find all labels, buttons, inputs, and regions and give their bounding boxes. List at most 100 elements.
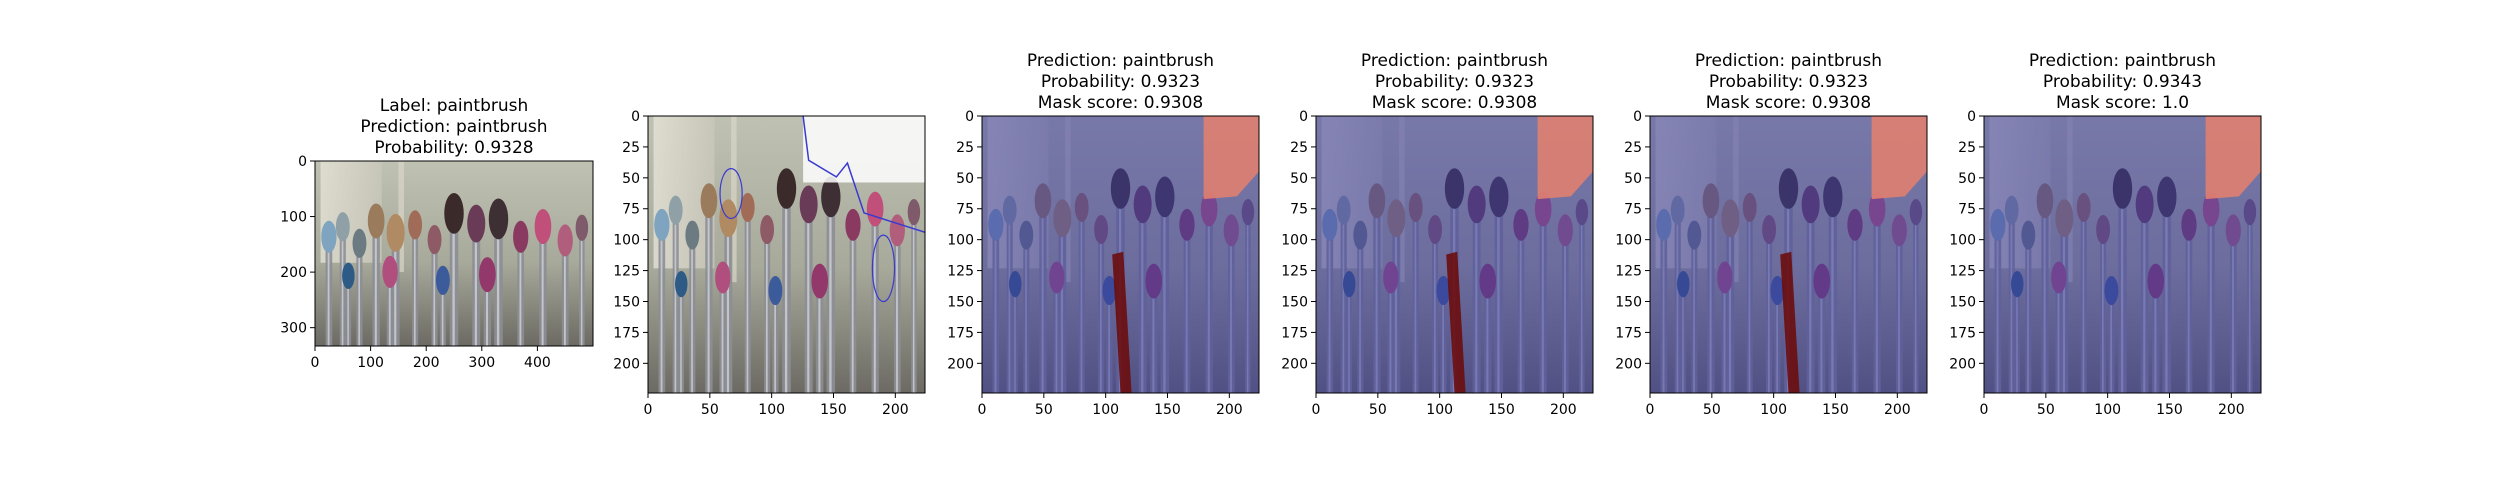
y-tick-label: 25 [1290, 140, 1308, 156]
y-tick-label: 150 [1281, 294, 1308, 310]
y-tick-label: 50 [1958, 171, 1976, 187]
x-tick-label: 200 [882, 402, 909, 418]
mask-highlight [1537, 116, 1593, 200]
y-tick-label: 125 [1281, 264, 1308, 280]
y-tick-label: 50 [1624, 171, 1642, 187]
paintbrush-image [1316, 116, 1593, 393]
x-tick-label: 150 [1488, 402, 1515, 418]
panel-title-line: Prediction: paintbrush [1027, 51, 1214, 71]
mask-highlight [1871, 116, 1927, 200]
panel-title-line: Probability: 0.9328 [374, 138, 533, 158]
panel-title-line: Probability: 0.9323 [1375, 72, 1534, 92]
mask-outline [802, 116, 925, 234]
y-tick-label: 150 [1615, 294, 1642, 310]
paintbrush-image [315, 161, 593, 346]
x-tick-label: 150 [2156, 402, 2183, 418]
y-tick-label: 25 [956, 140, 974, 156]
y-tick-label: 0 [1299, 109, 1308, 125]
x-tick-label: 150 [820, 402, 847, 418]
panel-5: 0 50 100 150 200 0 25 50 75 100 125 150 175 200 Predic… [1615, 51, 1928, 418]
y-tick-label: 100 [613, 233, 640, 249]
mask-highlight [1203, 116, 1259, 200]
y-tick-label: 0 [631, 109, 640, 125]
x-tick-label: 200 [1216, 402, 1243, 418]
y-tick-label: 75 [622, 202, 640, 218]
y-tick-label: 0 [298, 154, 307, 170]
paintbrush-image [1650, 116, 1927, 393]
panel-title-line: Mask score: 0.9308 [1372, 93, 1537, 113]
y-tick-label: 300 [280, 321, 307, 337]
y-tick-label: 50 [622, 171, 640, 187]
x-tick-label: 0 [644, 402, 653, 418]
y-tick-label: 25 [1958, 140, 1976, 156]
y-tick-label: 75 [1290, 202, 1308, 218]
panel-2: 0 50 100 150 200 0 25 50 75 100 125 150 175 200 [613, 109, 926, 418]
panel-title-line: Mask score: 1.0 [2056, 93, 2189, 113]
y-tick-label: 0 [965, 109, 974, 125]
panel-6: 0 50 100 150 200 0 25 50 75 100 125 150 175 200 Predic… [1949, 51, 2262, 418]
y-tick-label: 100 [280, 210, 307, 226]
x-tick-label: 150 [1822, 402, 1849, 418]
y-tick-label: 100 [1615, 233, 1642, 249]
paintbrush-image [982, 116, 1259, 393]
x-tick-label: 50 [1035, 402, 1053, 418]
y-tick-label: 175 [947, 325, 974, 341]
x-tick-label: 50 [2037, 402, 2055, 418]
mask-highlight [2205, 116, 2261, 200]
y-tick-label: 100 [1281, 233, 1308, 249]
x-tick-label: 100 [2094, 402, 2121, 418]
x-tick-label: 100 [1760, 402, 1787, 418]
panel-title-line: Mask score: 0.9308 [1038, 93, 1203, 113]
x-tick-label: 0 [1312, 402, 1321, 418]
y-tick-label: 125 [1949, 264, 1976, 280]
y-tick-label: 75 [956, 202, 974, 218]
x-tick-label: 100 [1092, 402, 1119, 418]
y-tick-label: 25 [1624, 140, 1642, 156]
y-tick-label: 200 [613, 356, 640, 372]
y-tick-label: 175 [1615, 325, 1642, 341]
panel-title-line: Label: paintbrush [380, 96, 529, 116]
x-tick-label: 300 [468, 355, 495, 371]
panel-title-line: Prediction: paintbrush [1361, 51, 1548, 71]
y-tick-label: 175 [613, 325, 640, 341]
y-tick-label: 75 [1958, 202, 1976, 218]
x-tick-label: 200 [413, 355, 440, 371]
y-tick-label: 200 [280, 265, 307, 281]
x-tick-label: 0 [1980, 402, 1989, 418]
x-tick-label: 100 [357, 355, 384, 371]
x-tick-label: 0 [311, 355, 320, 371]
x-tick-label: 50 [1703, 402, 1721, 418]
panel-title-line: Probability: 0.9323 [1041, 72, 1200, 92]
x-tick-label: 100 [1426, 402, 1453, 418]
y-tick-label: 150 [947, 294, 974, 310]
y-tick-label: 175 [1949, 325, 1976, 341]
y-tick-label: 175 [1281, 325, 1308, 341]
panel-title-line: Prediction: paintbrush [1695, 51, 1882, 71]
y-tick-label: 150 [613, 294, 640, 310]
y-tick-label: 125 [947, 264, 974, 280]
panel-title-line: Probability: 0.9323 [1709, 72, 1868, 92]
x-tick-label: 400 [524, 355, 551, 371]
y-tick-label: 125 [1615, 264, 1642, 280]
mask-handle [1112, 251, 1132, 393]
x-tick-label: 200 [1884, 402, 1911, 418]
paintbrush-image [1984, 116, 2261, 393]
y-tick-label: 50 [956, 171, 974, 187]
x-tick-label: 50 [701, 402, 719, 418]
y-tick-label: 200 [947, 356, 974, 372]
x-tick-label: 200 [2218, 402, 2245, 418]
panel-title-line: Probability: 0.9343 [2043, 72, 2202, 92]
panel-title-line: Prediction: paintbrush [360, 117, 547, 137]
panel-title-line: Mask score: 0.9308 [1706, 93, 1871, 113]
y-tick-label: 0 [1633, 109, 1642, 125]
y-tick-label: 125 [613, 264, 640, 280]
panel-1: 0 100 200 300 400 0 100 200 300 Label: paintbrush… [280, 96, 594, 371]
y-tick-label: 50 [1290, 171, 1308, 187]
outline-region [803, 116, 925, 183]
y-tick-label: 0 [1967, 109, 1976, 125]
mask-handle [1446, 251, 1466, 393]
x-tick-label: 0 [978, 402, 987, 418]
y-tick-label: 200 [1615, 356, 1642, 372]
panel-title-line: Prediction: paintbrush [2029, 51, 2216, 71]
